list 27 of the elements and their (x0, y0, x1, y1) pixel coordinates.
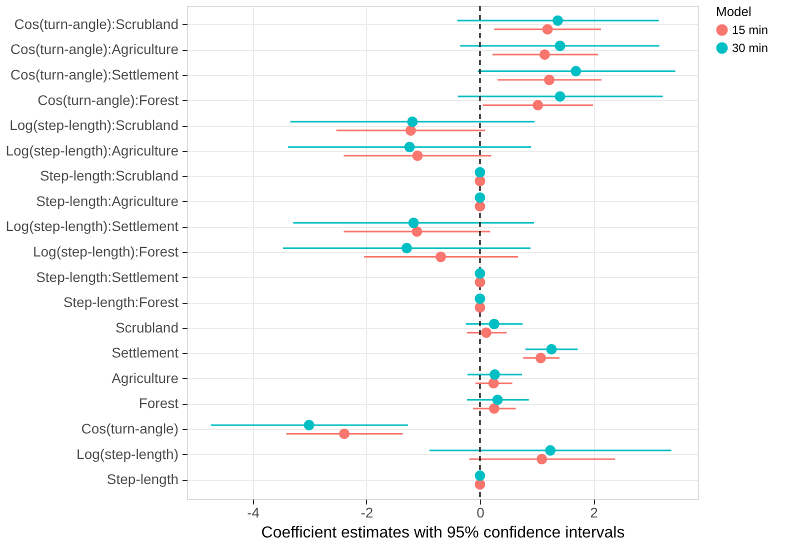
y-tick-label: Cos(turn-angle):Forest (38, 92, 179, 108)
y-tick-label: Log(step-length):Agriculture (6, 142, 179, 158)
legend-label: 15 min (732, 23, 768, 37)
y-tick-label: Step-length:Agriculture (36, 192, 179, 209)
x-axis-title: Coefficient estimates with 95% confidence intervals (261, 524, 625, 542)
x-tick-label: 0 (476, 504, 485, 520)
y-tick-label: Cos(turn-angle):Settlement (10, 66, 179, 83)
y-tick-label: Agriculture (112, 370, 179, 386)
y-tick-label: Step-length:Scrubland (40, 168, 178, 184)
x-tick-label: -4 (247, 504, 260, 520)
legend-title: Model (716, 4, 752, 19)
y-tick-label: Step-length:Settlement (36, 268, 179, 285)
y-tick-label: Log(step-length):Settlement (6, 218, 179, 234)
legend-label: 30 min (732, 41, 768, 55)
y-tick-label: Step-length:Forest (63, 294, 179, 310)
x-tick-label: 2 (590, 504, 598, 520)
y-tick-label: Log(step-length):Scrubland (10, 117, 178, 134)
y-tick-label: Step-length (106, 471, 178, 488)
y-tick-label: Log(step-length) (76, 446, 178, 462)
y-tick-label: Settlement (112, 344, 179, 361)
y-tick-label: Forest (138, 395, 179, 412)
x-tick-label: -2 (360, 504, 374, 520)
y-tick-label: Cos(turn-angle):Scrubland (14, 16, 178, 32)
y-tick-label: Cos(turn-angle):Agriculture (10, 41, 179, 58)
y-tick-label: Scrubland (115, 319, 178, 336)
y-tick-label: Cos(turn-angle) (81, 420, 178, 436)
y-tick-label: Log(step-length):Forest (32, 244, 179, 260)
